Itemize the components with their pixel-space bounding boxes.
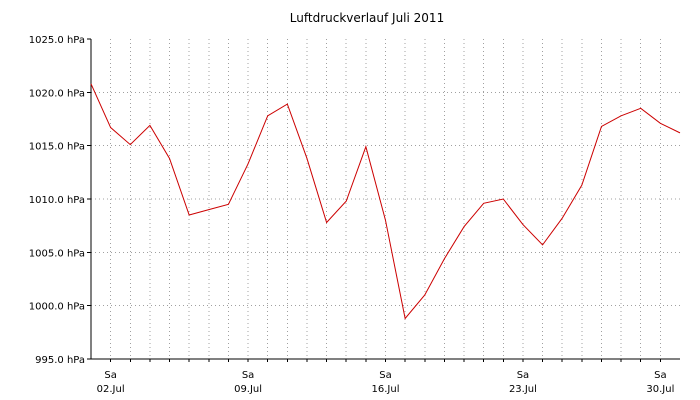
y-tick-label: 1010.0 hPa	[29, 195, 85, 206]
x-weekday-label: Sa	[104, 370, 116, 381]
y-tick-label: 995.0 hPa	[35, 355, 85, 366]
x-weekday-label: Sa	[517, 370, 529, 381]
pressure-series-line	[90, 83, 681, 320]
x-date-label: 16.Jul	[372, 384, 400, 395]
label-layer: 995.0 hPa 1000.0 hPa 1005.0 hPa 1010.0 hPa 1…	[29, 35, 675, 395]
y-tick-label: 1020.0 hPa	[29, 88, 85, 99]
grid-layer	[91, 39, 680, 359]
x-weekday-label: Sa	[242, 370, 254, 381]
axis-layer	[87, 38, 680, 362]
series-layer	[90, 83, 681, 320]
chart-title: Luftdruckverlauf Juli 2011	[290, 11, 444, 25]
y-tick-label: 1000.0 hPa	[29, 302, 85, 313]
y-tick-label: 1025.0 hPa	[29, 35, 85, 46]
x-date-label: 23.Jul	[509, 384, 537, 395]
y-tick-label: 1015.0 hPa	[29, 142, 85, 153]
x-date-label: 09.Jul	[234, 384, 262, 395]
x-weekday-label: Sa	[654, 370, 666, 381]
x-date-label: 02.Jul	[97, 384, 125, 395]
y-tick-label: 1005.0 hPa	[29, 248, 85, 259]
x-date-label: 30.Jul	[646, 384, 674, 395]
x-weekday-label: Sa	[379, 370, 391, 381]
